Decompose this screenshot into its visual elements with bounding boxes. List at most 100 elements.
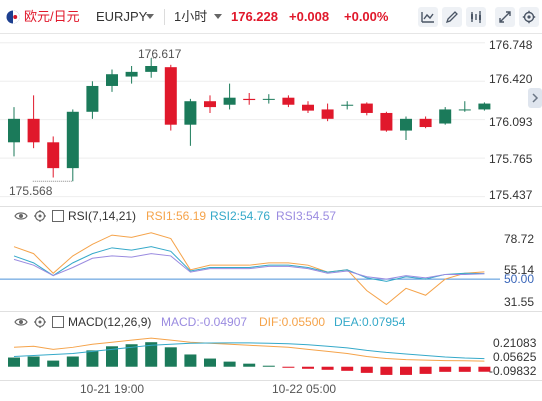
interval-dropdown-icon[interactable] — [214, 14, 222, 20]
candle-body — [458, 109, 471, 111]
macd-histogram-bar — [8, 357, 20, 367]
macd-histogram-bar — [400, 366, 412, 375]
price-tick: 176.093 — [489, 115, 533, 129]
time-label: 10-21 19:00 — [80, 382, 145, 396]
candle-body — [66, 111, 79, 169]
pair-name[interactable]: 欧元/日元 — [24, 9, 80, 24]
symbol-dropdown-icon[interactable] — [146, 14, 154, 20]
candle-body — [86, 85, 99, 112]
checkbox-icon[interactable] — [52, 210, 64, 222]
symbol-code[interactable]: EURJPY — [96, 9, 148, 24]
line-chart-button[interactable] — [418, 7, 438, 27]
panel-divider — [0, 206, 542, 207]
price-tick: 175.765 — [489, 152, 533, 166]
checkbox-icon[interactable] — [52, 316, 64, 328]
settings-button[interactable] — [519, 7, 539, 27]
time-axis-line — [0, 380, 542, 381]
toolbar-divider — [164, 9, 165, 25]
candle-body — [243, 98, 256, 101]
candle-body — [184, 101, 197, 125]
panel-divider — [0, 311, 542, 312]
macd-line-dif — [13, 337, 485, 362]
candle-body — [125, 71, 138, 77]
rsi-line-rsi2 — [13, 246, 485, 282]
eu-jp-flag-icon — [6, 10, 20, 24]
price-tick: 176.748 — [489, 38, 533, 52]
macd-chart[interactable] — [0, 331, 542, 381]
candle-body — [282, 97, 295, 105]
indicator-button[interactable] — [466, 7, 486, 27]
draw-tool-button[interactable] — [442, 7, 462, 27]
price-change-percent: +0.00% — [344, 9, 389, 24]
rsi-tick-50: 50.00 — [504, 272, 535, 286]
macd-histogram-bar — [360, 366, 373, 373]
macd-histogram-bar — [282, 366, 295, 368]
candle-body — [27, 118, 40, 143]
side-collapse-handle[interactable] — [528, 88, 542, 108]
candle-body — [341, 104, 354, 106]
macd-tick: 0.21083 — [493, 336, 537, 350]
candle-body — [145, 66, 158, 72]
indicator-icon — [471, 11, 481, 23]
price-candlestick-chart[interactable] — [0, 35, 542, 205]
rsi-line-rsi1 — [13, 232, 485, 306]
macd-histogram-bar — [302, 366, 314, 369]
macd-histogram-bar — [321, 366, 334, 370]
macd-header: MACD(12,26,9) MACD:-0.04907 DIF:0.05500 … — [0, 313, 542, 331]
line-chart-icon — [421, 12, 434, 23]
candle-body — [106, 74, 118, 86]
candle-body — [204, 101, 216, 108]
macd-tick: 0.05625 — [493, 350, 537, 364]
candle-body — [164, 67, 177, 125]
rsi2-value: RSI2:54.76 — [210, 209, 271, 223]
macd-tick: -0.09832 — [489, 364, 537, 378]
candle-body — [419, 118, 432, 128]
price-tick: 175.437 — [489, 188, 533, 202]
candle-body — [47, 142, 60, 169]
macd-histogram-bar — [380, 366, 393, 375]
macd-histogram-bar — [47, 360, 60, 367]
macd-histogram-bar — [204, 358, 216, 367]
chevron-right-icon — [532, 93, 539, 103]
eye-icon[interactable] — [14, 209, 28, 223]
macd-histogram-bar — [184, 354, 197, 367]
candle-body — [380, 112, 393, 131]
macd-histogram-bar — [223, 361, 236, 367]
macd-histogram-bar — [125, 344, 138, 367]
max-price-annotation: 176.617 — [138, 47, 182, 61]
gear-icon[interactable] — [33, 209, 47, 223]
gear-icon[interactable] — [33, 315, 47, 329]
last-price: 176.228 — [231, 9, 278, 24]
dea-value: DEA:0.07954 — [334, 315, 406, 329]
candle-body — [223, 97, 236, 105]
rsi-line-rsi3 — [13, 253, 485, 280]
macd-histogram-bar — [341, 366, 354, 371]
rsi-tick: 78.72 — [504, 232, 535, 246]
dif-value: DIF:0.05500 — [259, 315, 326, 329]
macd-histogram-bar — [419, 366, 432, 374]
macd-histogram-bar — [86, 350, 99, 367]
eye-icon[interactable] — [14, 315, 28, 329]
rsi-chart[interactable] — [0, 225, 542, 310]
price-change: +0.008 — [289, 9, 330, 24]
candle-body — [302, 104, 314, 111]
macd-line-dea — [13, 342, 485, 360]
fullscreen-button[interactable] — [495, 7, 515, 27]
interval-select[interactable]: 1小时 — [174, 9, 208, 24]
rsi-tick: 31.55 — [504, 295, 535, 309]
expand-icon — [499, 11, 511, 23]
time-label: 10-22 05:00 — [272, 382, 337, 396]
settings-icon — [522, 10, 536, 24]
rsi1-value: RSI1:56.19 — [146, 209, 207, 223]
macd-histogram-bar — [458, 366, 471, 372]
min-price-annotation: 175.568 — [9, 184, 53, 198]
rsi3-value: RSI3:54.57 — [276, 209, 337, 223]
macd-histogram-bar — [164, 347, 177, 367]
macd-histogram-bar — [439, 366, 452, 372]
price-tick: 176.420 — [489, 72, 533, 86]
macd-title: MACD(12,26,9) — [68, 315, 152, 329]
candle-body — [400, 118, 412, 131]
rsi-tick: 55.14 — [504, 263, 535, 277]
draw-pen-icon — [445, 11, 458, 24]
macd-histogram-bar — [106, 346, 118, 367]
